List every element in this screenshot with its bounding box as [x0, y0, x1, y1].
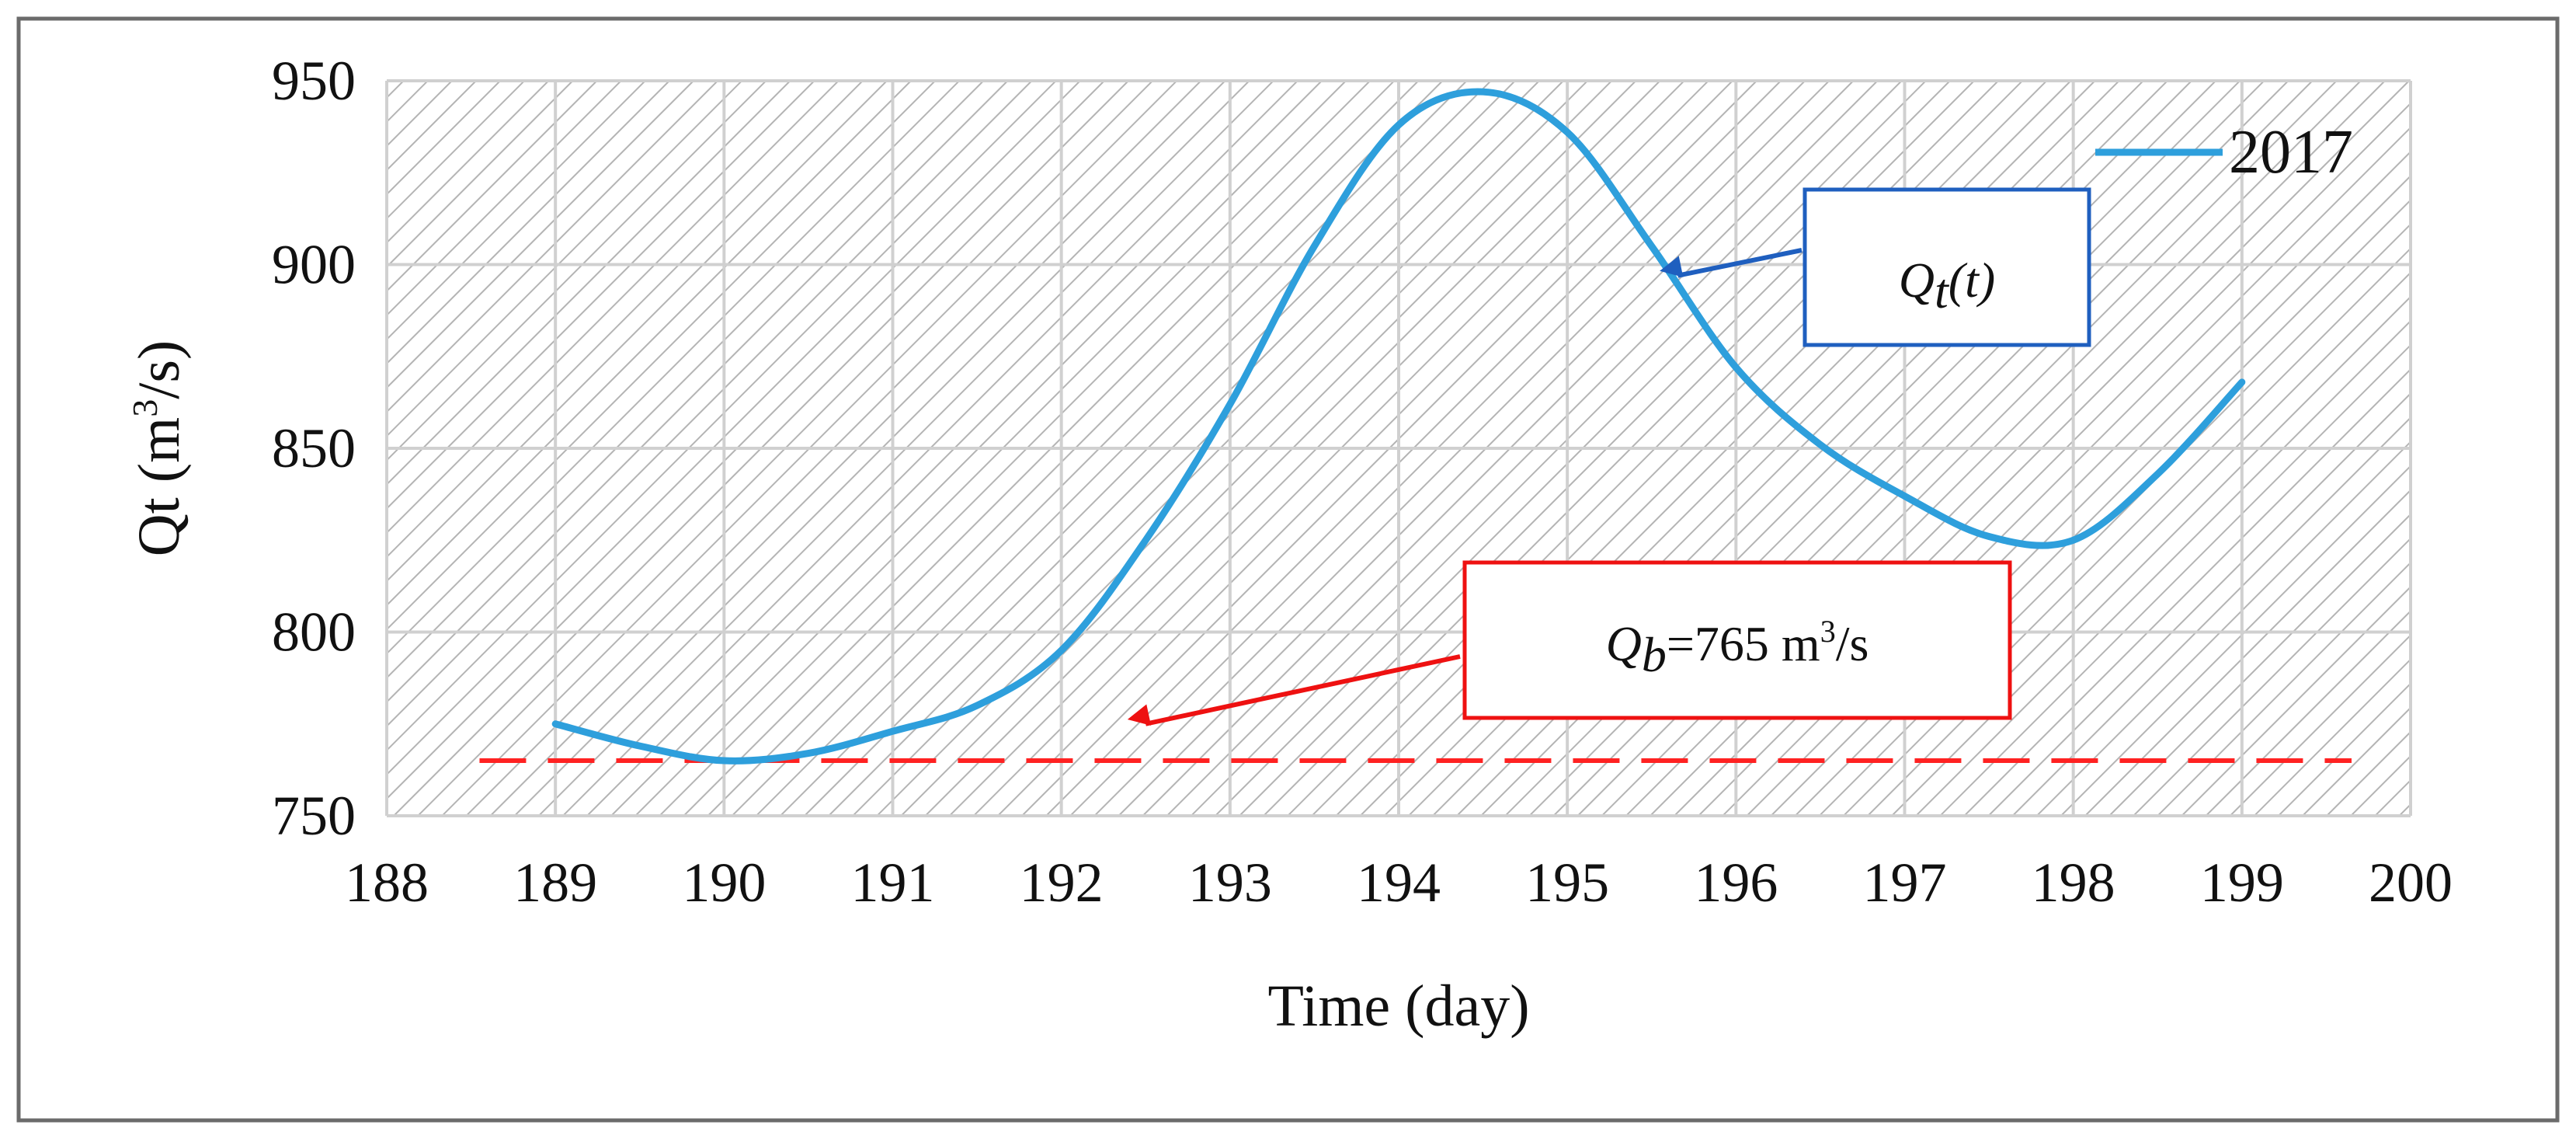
qb-annotation-subscript: b: [1642, 627, 1667, 682]
qb-annotation-unit: /s: [1836, 616, 1869, 671]
y-tick-label-800: 800: [272, 601, 356, 664]
qt-annotation-arrow: [1660, 248, 1803, 278]
legend: 2017: [2095, 118, 2353, 186]
qb-annotation-text: =765 m: [1667, 616, 1820, 671]
x-tick-label-194: 194: [1357, 852, 1441, 914]
x-tick-label-195: 195: [1525, 852, 1609, 914]
x-tick-label-193: 193: [1188, 852, 1272, 914]
y-axis-title-end: /s): [127, 340, 192, 399]
legend-label-2017: 2017: [2229, 118, 2353, 186]
x-tick-label-199: 199: [2200, 852, 2284, 914]
qb-annotation-symbol: Q: [1606, 616, 1642, 671]
qb-annotation-label: Qb=765 m3/s: [1606, 614, 1869, 682]
y-axis-title-main: Qt (m: [127, 417, 192, 556]
tick-labels: 188 189 190 191 192 193 194 195 196 197 198 199 200 7…: [272, 50, 2453, 914]
y-tick-label-900: 900: [272, 234, 356, 296]
qb-annotation-arrow: [1127, 654, 1461, 726]
x-tick-label-192: 192: [1020, 852, 1104, 914]
x-tick-label-188: 188: [345, 852, 429, 914]
qb-annotation-sup: 3: [1820, 614, 1836, 649]
y-tick-label-750: 750: [272, 785, 356, 847]
series-layer: [551, 88, 2246, 765]
qb-annotation: Qb=765 m3/s: [1127, 560, 2012, 726]
qt-annotation-symbol: Q: [1899, 253, 1935, 308]
qb-annotation-box: [1462, 560, 2012, 720]
x-tick-label-197: 197: [1863, 852, 1947, 914]
qt-annotation: Qt(t): [1660, 187, 2091, 347]
series-line-2017: [551, 88, 2246, 765]
y-tick-label-950: 950: [272, 50, 356, 112]
x-tick-label-189: 189: [513, 852, 597, 914]
x-axis-title: Time (day): [1267, 974, 1529, 1039]
y-axis-title-sup: 3: [125, 399, 165, 417]
qt-annotation-label: Qt(t): [1899, 253, 1995, 319]
x-tick-label-198: 198: [2032, 852, 2115, 914]
qt-annotation-subscript: t: [1935, 263, 1950, 319]
y-axis-title: Qt (m3/s): [125, 340, 192, 556]
qt-annotation-suffix: (t): [1949, 253, 1995, 308]
x-tick-label-196: 196: [1694, 852, 1778, 914]
x-tick-label-200: 200: [2369, 852, 2453, 914]
qt-annotation-box: [1803, 187, 2091, 347]
x-tick-label-190: 190: [682, 852, 766, 914]
y-tick-label-850: 850: [272, 417, 356, 479]
x-tick-label-191: 191: [851, 852, 935, 914]
